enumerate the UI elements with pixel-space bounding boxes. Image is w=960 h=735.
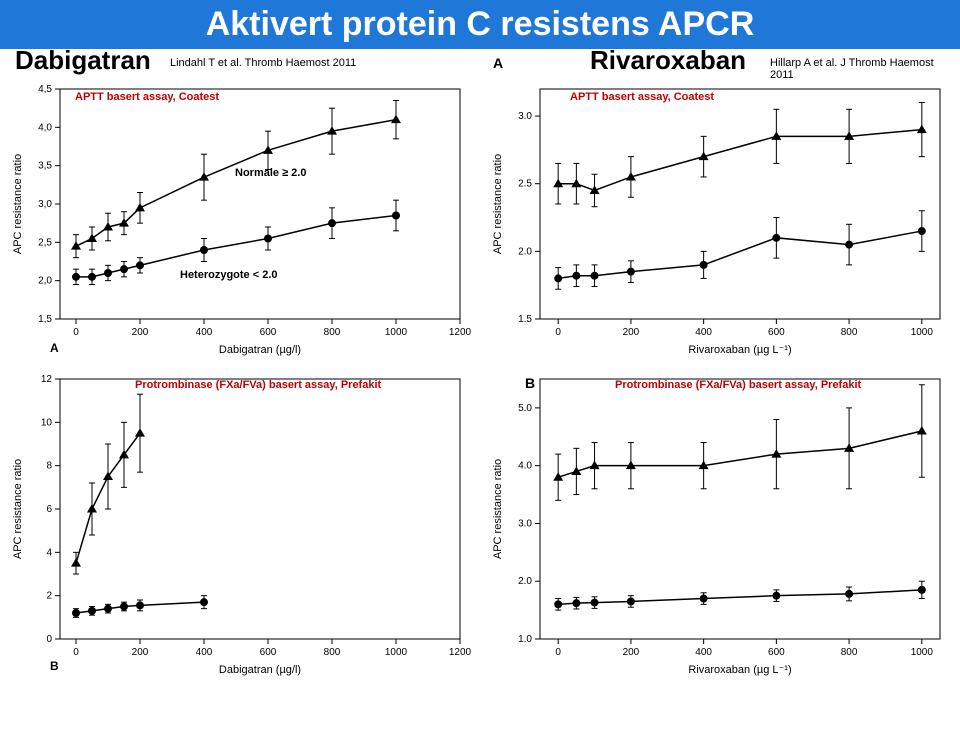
right-panel-b-letter: B: [525, 375, 535, 391]
left-panel-a-letter: A: [50, 341, 59, 355]
right-panel-a-letter: A: [493, 55, 503, 71]
svg-text:1000: 1000: [385, 647, 408, 658]
svg-text:2.0: 2.0: [518, 577, 532, 588]
left-panel-b-letter: B: [50, 659, 59, 673]
svg-text:4,0: 4,0: [38, 123, 52, 134]
svg-text:4: 4: [46, 548, 52, 559]
left-assay-label: APTT basert assay, Coatest: [75, 91, 219, 103]
svg-text:Dabigatran (µg/l): Dabigatran (µg/l): [219, 664, 301, 676]
svg-text:10: 10: [41, 418, 53, 429]
svg-text:3,5: 3,5: [38, 161, 52, 172]
svg-text:2,5: 2,5: [38, 238, 52, 249]
right-citation: Hillarp A et al. J Thromb Haemost 2011: [770, 57, 960, 81]
right-assay-label: APTT basert assay, Coatest: [570, 91, 714, 103]
right-drug-name: Rivaroxaban: [590, 45, 746, 76]
left-chart-a: 0 200 400 600 800 1000 1200 1,5 2,0 2,5 3,0 3,5 4,0 4…: [5, 79, 475, 359]
svg-text:0: 0: [73, 647, 79, 658]
svg-text:200: 200: [623, 647, 640, 658]
svg-text:8: 8: [46, 461, 52, 472]
svg-text:1200: 1200: [449, 327, 472, 338]
svg-text:APC resistance ratio: APC resistance ratio: [12, 459, 24, 559]
svg-text:800: 800: [324, 647, 341, 658]
svg-text:1.0: 1.0: [518, 634, 532, 645]
svg-text:0: 0: [46, 634, 52, 645]
svg-text:200: 200: [132, 647, 149, 658]
svg-text:4.0: 4.0: [518, 461, 532, 472]
normale-label: Normale ≥ 2.0: [235, 167, 306, 179]
right-protromb-label: Protrombinase (FXa/FVa) basert assay, Pr…: [615, 379, 861, 391]
svg-text:400: 400: [196, 327, 213, 338]
right-chart-b: 0 200 400 600 800 1000 1.0 2.0 3.0 4.0 5.0 Rivaroxa…: [485, 369, 955, 679]
slide-title: Aktivert protein C resistens APCR: [0, 0, 960, 49]
svg-text:1000: 1000: [911, 647, 934, 658]
svg-text:Rivaroxaban (µg L⁻¹): Rivaroxaban (µg L⁻¹): [688, 664, 791, 676]
svg-text:12: 12: [41, 374, 53, 385]
svg-text:Dabigatran (µg/l): Dabigatran (µg/l): [219, 344, 301, 356]
svg-text:0: 0: [555, 647, 561, 658]
svg-text:2.0: 2.0: [518, 247, 532, 258]
svg-text:0: 0: [73, 327, 79, 338]
svg-text:200: 200: [623, 327, 640, 338]
left-chart-b: 0 200 400 600 800 1000 1200 0 2 4 6 8 10 12 Dabigatran…: [5, 369, 475, 679]
svg-text:200: 200: [132, 327, 149, 338]
svg-text:400: 400: [695, 327, 712, 338]
svg-text:800: 800: [324, 327, 341, 338]
right-chart-a: 0 200 400 600 800 1000 1.5 2.0 2.5 3.0 Rivaroxaban…: [485, 79, 955, 359]
svg-text:Rivaroxaban (µg L⁻¹): Rivaroxaban (µg L⁻¹): [688, 344, 791, 356]
svg-text:APC resistance ratio: APC resistance ratio: [12, 154, 24, 254]
svg-text:600: 600: [260, 327, 277, 338]
svg-text:APC resistance ratio: APC resistance ratio: [492, 154, 504, 254]
svg-text:1000: 1000: [911, 327, 934, 338]
svg-text:3.0: 3.0: [518, 111, 532, 122]
svg-text:3,0: 3,0: [38, 199, 52, 210]
svg-text:600: 600: [768, 647, 785, 658]
left-drug-name: Dabigatran: [15, 45, 151, 76]
svg-text:600: 600: [260, 647, 277, 658]
svg-text:5.0: 5.0: [518, 403, 532, 414]
svg-text:1,5: 1,5: [38, 314, 52, 325]
svg-text:4,5: 4,5: [38, 84, 52, 95]
svg-text:800: 800: [841, 647, 858, 658]
svg-text:800: 800: [841, 327, 858, 338]
svg-text:0: 0: [555, 327, 561, 338]
svg-text:1.5: 1.5: [518, 314, 532, 325]
svg-text:400: 400: [196, 647, 213, 658]
svg-text:6: 6: [46, 504, 52, 515]
svg-text:3.0: 3.0: [518, 519, 532, 530]
svg-text:1200: 1200: [449, 647, 472, 658]
svg-text:2.5: 2.5: [518, 179, 532, 190]
svg-text:1000: 1000: [385, 327, 408, 338]
svg-text:2: 2: [46, 591, 52, 602]
svg-text:400: 400: [695, 647, 712, 658]
svg-text:APC resistance ratio: APC resistance ratio: [492, 459, 504, 559]
heterozygote-label: Heterozygote < 2.0: [180, 269, 278, 281]
svg-text:2,0: 2,0: [38, 276, 52, 287]
svg-text:600: 600: [768, 327, 785, 338]
left-protromb-label: Protrombinase (FXa/FVa) basert assay, Pr…: [135, 379, 381, 391]
left-citation: Lindahl T et al. Thromb Haemost 2011: [170, 57, 356, 69]
